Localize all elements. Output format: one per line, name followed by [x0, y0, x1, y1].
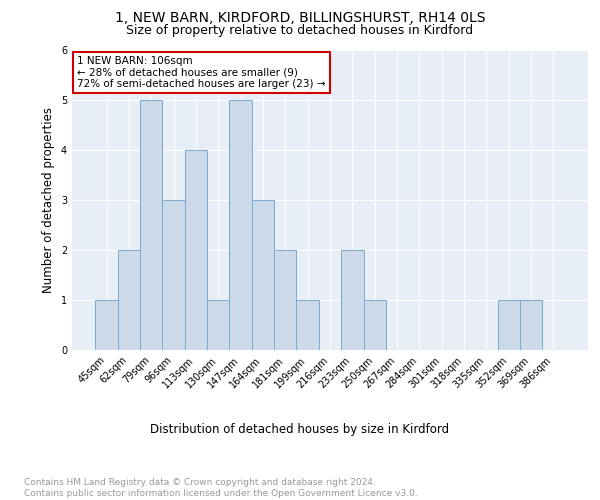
Bar: [497, 300, 520, 350]
Text: Contains HM Land Registry data © Crown copyright and database right 2024.
Contai: Contains HM Land Registry data © Crown c…: [24, 478, 418, 498]
Y-axis label: Number of detached properties: Number of detached properties: [43, 107, 55, 293]
Bar: [520, 300, 542, 350]
Text: 1 NEW BARN: 106sqm
← 28% of detached houses are smaller (9)
72% of semi-detached: 1 NEW BARN: 106sqm ← 28% of detached hou…: [77, 56, 326, 89]
Bar: [341, 250, 364, 350]
Bar: [274, 250, 296, 350]
Bar: [185, 150, 207, 350]
Bar: [140, 100, 163, 350]
Bar: [296, 300, 319, 350]
Bar: [163, 200, 185, 350]
Text: Distribution of detached houses by size in Kirdford: Distribution of detached houses by size …: [151, 422, 449, 436]
Bar: [364, 300, 386, 350]
Text: 1, NEW BARN, KIRDFORD, BILLINGSHURST, RH14 0LS: 1, NEW BARN, KIRDFORD, BILLINGSHURST, RH…: [115, 11, 485, 25]
Bar: [207, 300, 229, 350]
Bar: [229, 100, 252, 350]
Bar: [252, 200, 274, 350]
Bar: [118, 250, 140, 350]
Text: Size of property relative to detached houses in Kirdford: Size of property relative to detached ho…: [127, 24, 473, 37]
Bar: [95, 300, 118, 350]
